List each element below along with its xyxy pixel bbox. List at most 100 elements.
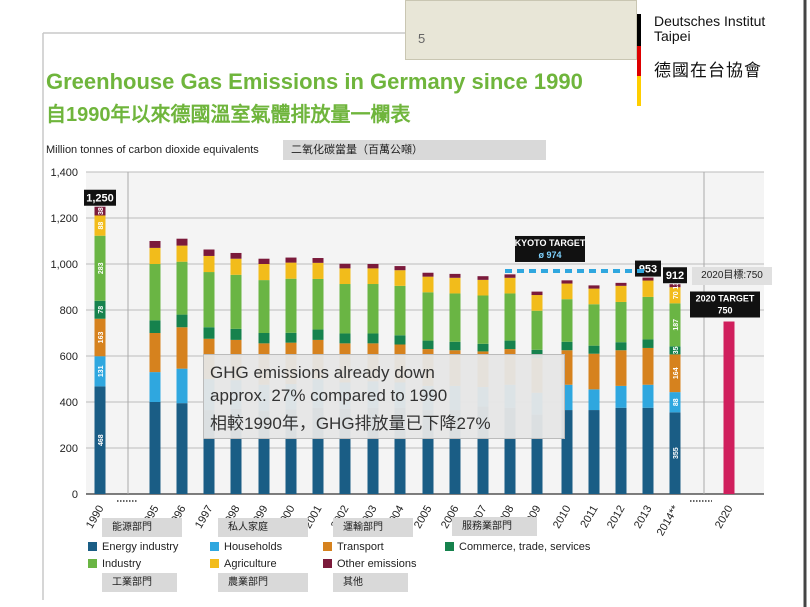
kyoto-target-label: KYOTO TARGET bbox=[515, 238, 586, 248]
segment-value-label: 164 bbox=[673, 367, 680, 379]
segment-value-label: 163 bbox=[98, 332, 105, 344]
bar-segment bbox=[230, 252, 242, 259]
legend-cn-commerce: 服務業部門 bbox=[452, 517, 537, 536]
bar-segment bbox=[561, 384, 573, 411]
bar-segment bbox=[312, 258, 324, 263]
bar-segment bbox=[642, 280, 654, 297]
bar-segment bbox=[531, 291, 543, 296]
summary-line-2: approx. 27% compared to 1990 bbox=[210, 386, 448, 405]
bar-segment bbox=[94, 356, 106, 387]
bar-segment bbox=[258, 411, 270, 494]
bar-segment bbox=[477, 295, 489, 344]
bar-segment bbox=[669, 412, 681, 494]
total-label-box bbox=[663, 267, 687, 284]
slide-number-box bbox=[405, 0, 637, 60]
segment-value-label: 468 bbox=[98, 434, 105, 446]
bar-segment bbox=[642, 384, 654, 408]
target-2020-label: 2020 TARGET bbox=[696, 294, 755, 304]
slide-number: 5 bbox=[418, 31, 426, 46]
bar-segment bbox=[230, 274, 242, 329]
bar-segment bbox=[149, 264, 161, 321]
segment-value-label: 70 bbox=[673, 291, 680, 299]
summary-line-1: GHG emissions already down bbox=[210, 363, 435, 382]
y-tick-label: 1,200 bbox=[50, 213, 78, 225]
x-tick-label: 2011 bbox=[578, 504, 600, 530]
bar-segment bbox=[339, 333, 351, 344]
bar-segment bbox=[588, 410, 600, 494]
legend-swatch bbox=[210, 542, 219, 551]
bar-segment bbox=[588, 285, 600, 289]
legend-households: Households bbox=[210, 541, 282, 553]
bar-segment bbox=[561, 299, 573, 342]
bar-segment bbox=[285, 332, 297, 343]
legend-industry: Industry bbox=[88, 558, 141, 570]
bar-segment bbox=[615, 385, 627, 408]
bar-segment bbox=[504, 277, 516, 294]
bar-segment bbox=[588, 389, 600, 411]
bar-segment bbox=[615, 285, 627, 302]
bar-segment bbox=[94, 235, 106, 301]
bar-segment bbox=[449, 277, 461, 294]
bar-segment bbox=[312, 329, 324, 340]
bar-segment bbox=[422, 276, 434, 293]
bar-segment bbox=[669, 284, 681, 288]
bar-segment bbox=[367, 333, 379, 344]
bar-segment bbox=[504, 340, 516, 350]
y-axis-unit-label: Million tonnes of carbon dioxide equival… bbox=[46, 144, 259, 156]
summary-callout: GHG emissions already down approx. 27% c… bbox=[203, 354, 565, 439]
total-label: 1,250 bbox=[86, 193, 114, 205]
legend-swatch bbox=[323, 542, 332, 551]
bar-segment bbox=[339, 284, 351, 334]
bar-segment bbox=[176, 314, 188, 328]
segment-value-label: 88 bbox=[98, 222, 105, 230]
bar-segment bbox=[588, 304, 600, 346]
bar-segment bbox=[94, 215, 106, 236]
y-tick-label: 1,000 bbox=[50, 259, 78, 271]
y-axis-unit-label-cn: 二氧化碳當量（百萬公噸） bbox=[283, 140, 546, 160]
bar-segment bbox=[642, 407, 654, 494]
target-2020-label-box bbox=[690, 291, 760, 318]
summary-line-3: 相較1990年，GHG排放量已下降27% bbox=[210, 414, 491, 433]
bar-segment bbox=[394, 270, 406, 286]
bar-segment bbox=[203, 410, 215, 494]
bar-segment bbox=[94, 318, 106, 357]
y-tick-label: 0 bbox=[72, 489, 78, 501]
bar-segment bbox=[176, 368, 188, 404]
legend-transport: Transport bbox=[323, 541, 384, 553]
bar-segment bbox=[422, 340, 434, 350]
bar-segment bbox=[339, 263, 351, 269]
segment-value-label: 38 bbox=[98, 207, 105, 215]
kyoto-target-value: ø 974 bbox=[538, 250, 561, 260]
bar-segment bbox=[669, 354, 681, 393]
bar-segment bbox=[561, 341, 573, 351]
bar-segment bbox=[176, 245, 188, 262]
bar-2020-target bbox=[723, 321, 735, 494]
bar-segment bbox=[669, 303, 681, 347]
bar-segment bbox=[531, 295, 543, 311]
legend-cn-energy: 能源部門 bbox=[102, 518, 182, 537]
target-2020-note-cn: 2020目標:750 bbox=[692, 267, 772, 285]
bar-segment bbox=[367, 264, 379, 269]
bar-segment bbox=[203, 327, 215, 339]
kyoto-target-label-box bbox=[515, 235, 585, 262]
legend-commerce: Commerce, trade, services bbox=[445, 541, 590, 553]
bar-segment bbox=[504, 293, 516, 341]
legend-swatch bbox=[88, 559, 97, 568]
bar-segment bbox=[285, 278, 297, 333]
y-tick-label: 600 bbox=[60, 351, 78, 363]
bar-segment bbox=[339, 408, 351, 494]
bar-segment bbox=[642, 277, 654, 281]
bar-segment bbox=[149, 333, 161, 373]
bar-segment bbox=[285, 409, 297, 494]
bar-segment bbox=[285, 262, 297, 279]
bar-segment bbox=[176, 327, 188, 369]
bar-segment bbox=[531, 414, 543, 494]
bar-segment bbox=[312, 262, 324, 279]
total-label: 912 bbox=[666, 270, 684, 282]
x-tick-label: 1997 bbox=[193, 504, 216, 531]
bar-segment bbox=[449, 293, 461, 342]
page-title-cn: 自1990年以來德國溫室氣體排放量一欄表 bbox=[46, 104, 411, 126]
bar-segment bbox=[422, 410, 434, 494]
bar-segment bbox=[312, 278, 324, 330]
bar-segment bbox=[669, 392, 681, 413]
